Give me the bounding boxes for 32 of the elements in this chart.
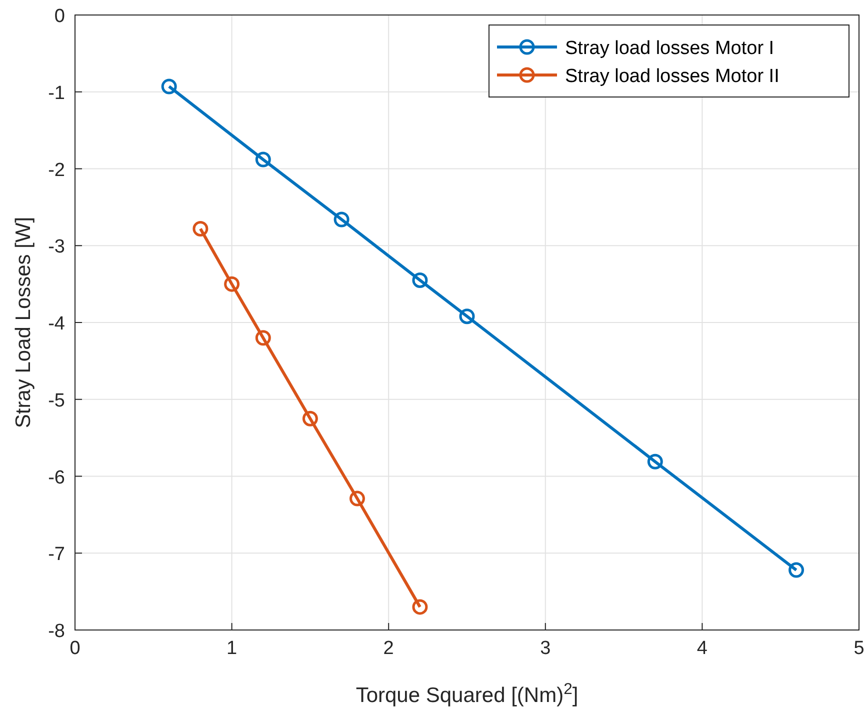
x-tick-label: 2 [383, 638, 394, 659]
y-tick-label: -5 [48, 390, 65, 412]
y-tick-label: -2 [48, 160, 65, 181]
point [224, 276, 240, 292]
y-tick-label: -4 [48, 314, 66, 334]
x-tick-label: 1 [226, 638, 238, 659]
point [255, 330, 271, 346]
point [334, 212, 350, 228]
point [412, 272, 428, 288]
x-tick-label: 3 [540, 638, 551, 659]
point [349, 490, 365, 506]
point [161, 78, 177, 94]
y-tick-label: -3 [48, 236, 65, 258]
y-tick-label: -8 [48, 621, 65, 642]
legend-label: Stray load losses Motor II [565, 66, 780, 87]
point [647, 454, 663, 470]
x-tick-label: 5 [854, 638, 864, 659]
point [192, 220, 208, 236]
x-tick-label: 4 [696, 638, 708, 659]
x-tick-label: 0 [70, 638, 80, 659]
y-tick-label: -7 [48, 544, 65, 566]
x-axis-title: Torque Squared [(Nm)$^{2}$] [356, 680, 578, 707]
y-axis-title: Stray Load Losses [W] [12, 216, 35, 428]
point [302, 410, 318, 426]
point [255, 152, 271, 168]
point [412, 599, 428, 615]
legend-label: Stray load losses Motor I [565, 38, 774, 59]
y-tick-label: -6 [48, 467, 65, 488]
y-tick-label: -1 [48, 82, 65, 104]
y-tick-label: 0 [54, 6, 65, 27]
point [459, 308, 475, 324]
point [788, 562, 804, 578]
